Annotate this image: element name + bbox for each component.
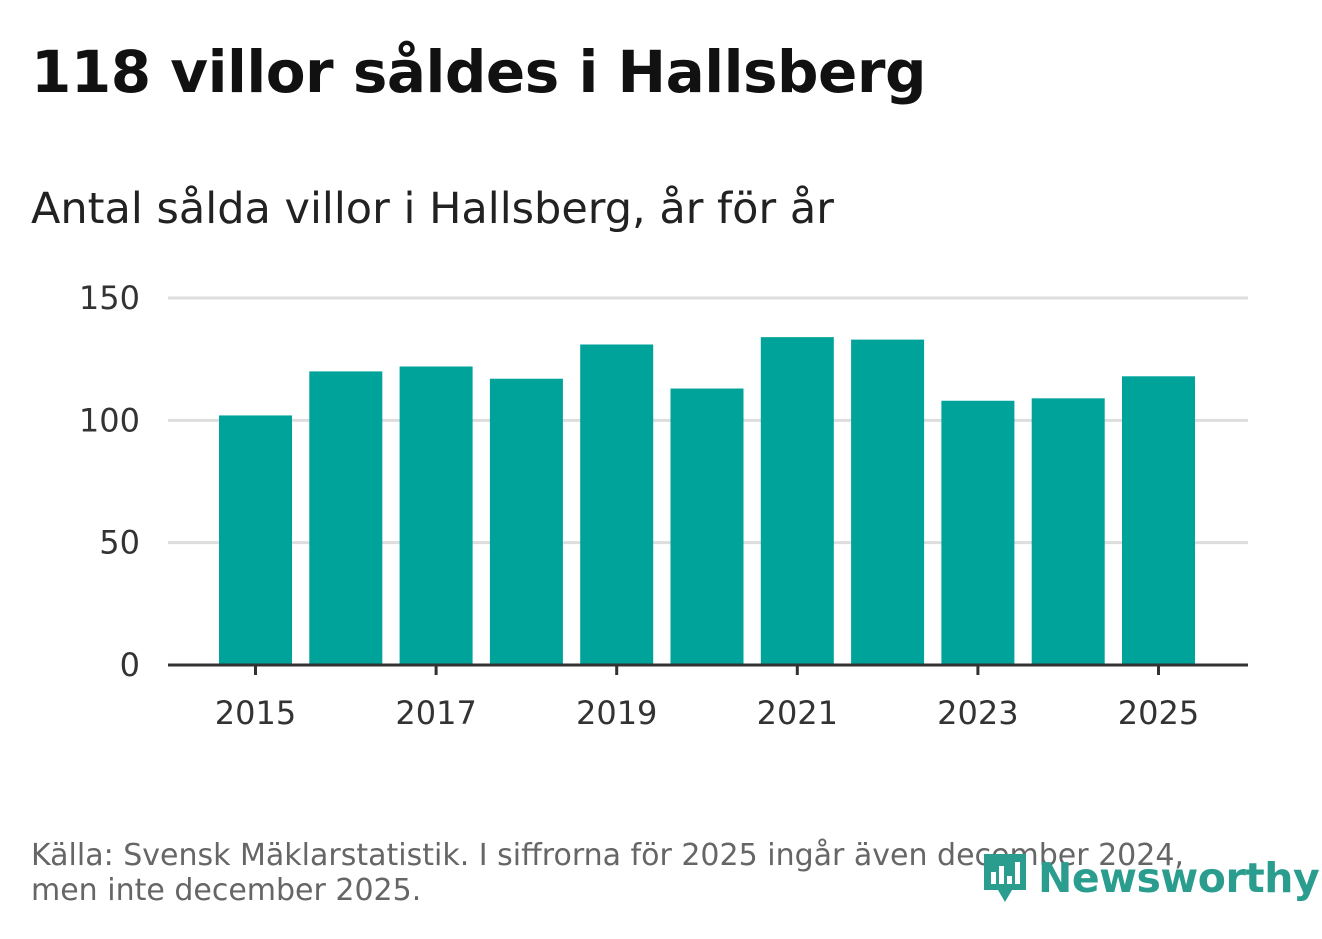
x-tick-label-2019: 2019 (576, 694, 657, 732)
x-axis: 2015 2017 2019 2021 2023 2025 (168, 663, 1248, 732)
bar-2015 (219, 415, 292, 665)
y-tick-label-150: 150 (79, 279, 140, 317)
bar-2017 (399, 366, 473, 665)
y-tick-label-0: 0 (120, 646, 140, 684)
bar-2024 (1031, 398, 1105, 665)
x-tick-label-2025: 2025 (1118, 694, 1199, 732)
x-tick-label-2021: 2021 (757, 694, 838, 732)
bar-2019 (580, 344, 654, 665)
bar-2018 (489, 378, 563, 665)
y-tick-label-100: 100 (79, 401, 140, 439)
bar-2020 (670, 388, 744, 665)
x-tick-label-2015: 2015 (215, 694, 296, 732)
bar-chart-speech-bubble-icon (984, 854, 1026, 902)
y-tick-label-50: 50 (99, 524, 140, 562)
bar-2021 (760, 337, 834, 665)
y-axis-ticks: 0 50 100 150 (79, 279, 140, 684)
newsworthy-logo: Newsworthy (980, 848, 1320, 908)
x-tick-label-2023: 2023 (937, 694, 1018, 732)
bars (219, 337, 1195, 665)
bar-2025 (1122, 376, 1195, 665)
source-note-line-2: men inte december 2025. (31, 873, 422, 908)
bar-2016 (309, 371, 383, 665)
chart-subtitle: Antal sålda villor i Hallsberg, år för å… (31, 184, 834, 234)
brand-name: Newsworthy (1038, 854, 1320, 902)
headline: 118 villor såldes i Hallsberg (31, 38, 926, 106)
x-tick-label-2017: 2017 (395, 694, 476, 732)
bar-2023 (941, 400, 1015, 665)
bar-2022 (851, 339, 925, 665)
